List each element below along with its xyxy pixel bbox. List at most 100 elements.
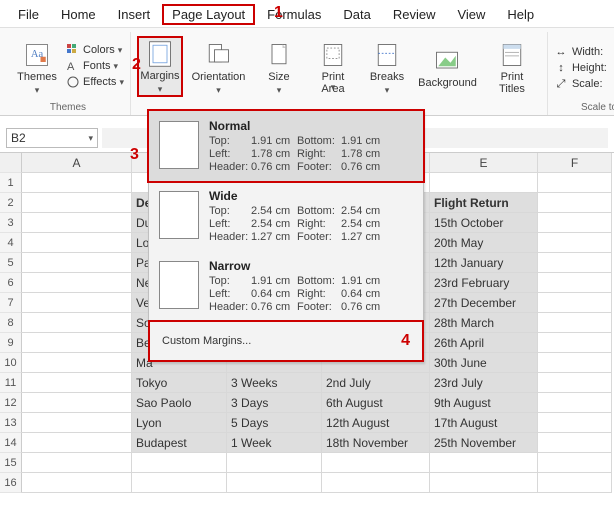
menu-page-layout[interactable]: Page Layout [162, 4, 255, 25]
cell[interactable] [132, 453, 227, 473]
table-cell[interactable]: 9th August [430, 393, 538, 413]
menu-file[interactable]: File [8, 4, 49, 25]
menu-help[interactable]: Help [497, 4, 544, 25]
table-cell[interactable]: 26th April [430, 333, 538, 353]
cell[interactable] [538, 373, 612, 393]
menu-formulas[interactable]: Formulas [257, 4, 331, 25]
row-header-6[interactable]: 6 [0, 273, 22, 293]
cell[interactable] [22, 453, 132, 473]
cell[interactable] [22, 193, 132, 213]
table-cell[interactable]: Tokyo [132, 373, 227, 393]
cell[interactable] [22, 293, 132, 313]
scale-height-row[interactable]: ↕ Height: Autom [554, 62, 614, 75]
table-cell[interactable]: 28th March [430, 313, 538, 333]
cell[interactable] [538, 193, 612, 213]
fonts-button[interactable]: A Fonts▾ [66, 59, 124, 73]
row-header-7[interactable]: 7 [0, 293, 22, 313]
table-cell[interactable]: 5 Days [227, 413, 322, 433]
cell[interactable] [22, 233, 132, 253]
table-header[interactable]: Flight Return [430, 193, 538, 213]
themes-button[interactable]: Aa Themes ▾ [12, 37, 62, 96]
cell[interactable] [538, 213, 612, 233]
cell[interactable] [538, 473, 612, 493]
background-button[interactable]: Background [416, 43, 479, 89]
cell[interactable] [22, 253, 132, 273]
row-header-3[interactable]: 3 [0, 213, 22, 233]
scale-scale-row[interactable]: ⤢ Scale: 100% [554, 78, 614, 91]
menu-home[interactable]: Home [51, 4, 106, 25]
cell[interactable] [227, 453, 322, 473]
cell[interactable] [22, 273, 132, 293]
menu-review[interactable]: Review [383, 4, 446, 25]
table-cell[interactable]: 25th November [430, 433, 538, 453]
cell[interactable] [22, 393, 132, 413]
cell[interactable] [22, 313, 132, 333]
table-cell[interactable]: Budapest [132, 433, 227, 453]
menu-data[interactable]: Data [333, 4, 380, 25]
cell[interactable] [22, 333, 132, 353]
row-header-16[interactable]: 16 [0, 473, 22, 493]
row-header-4[interactable]: 4 [0, 233, 22, 253]
margins-preset-narrow[interactable]: Narrow Top:1.91 cmBottom:1.91 cmLeft:0.6… [149, 251, 423, 321]
cell[interactable] [22, 413, 132, 433]
cell[interactable] [322, 473, 430, 493]
cell[interactable] [538, 313, 612, 333]
table-cell[interactable]: 18th November [322, 433, 430, 453]
row-header-11[interactable]: 11 [0, 373, 22, 393]
menu-insert[interactable]: Insert [108, 4, 161, 25]
row-header-1[interactable]: 1 [0, 173, 22, 193]
table-cell[interactable]: 6th August [322, 393, 430, 413]
cell[interactable] [22, 213, 132, 233]
cell[interactable] [538, 293, 612, 313]
name-box[interactable]: B2 ▾ [6, 128, 98, 148]
orientation-button[interactable]: Orientation ▾ [187, 37, 250, 96]
colors-button[interactable]: Colors▾ [66, 43, 124, 57]
table-cell[interactable]: 15th October [430, 213, 538, 233]
cell[interactable] [538, 173, 612, 193]
margins-button[interactable]: Margins ▾ [137, 36, 183, 97]
row-header-14[interactable]: 14 [0, 433, 22, 453]
row-header-5[interactable]: 5 [0, 253, 22, 273]
table-cell[interactable]: 23rd February [430, 273, 538, 293]
cell[interactable] [538, 453, 612, 473]
cell[interactable] [538, 413, 612, 433]
row-header-10[interactable]: 10 [0, 353, 22, 373]
cell[interactable] [132, 473, 227, 493]
cell[interactable] [538, 353, 612, 373]
col-header-F[interactable]: F [538, 153, 612, 173]
size-button[interactable]: Size ▾ [254, 37, 304, 96]
effects-button[interactable]: Effects▾ [66, 75, 124, 89]
table-cell[interactable]: Lyon [132, 413, 227, 433]
breaks-button[interactable]: Breaks ▾ [362, 37, 412, 96]
table-cell[interactable]: 1 Week [227, 433, 322, 453]
col-header-A[interactable]: A [22, 153, 132, 173]
print-titles-button[interactable]: PrintTitles [483, 37, 541, 95]
cell[interactable] [538, 233, 612, 253]
table-cell[interactable]: Sao Paolo [132, 393, 227, 413]
col-header-E[interactable]: E [430, 153, 538, 173]
cell[interactable] [538, 333, 612, 353]
row-header-13[interactable]: 13 [0, 413, 22, 433]
table-cell[interactable]: 23rd July [430, 373, 538, 393]
margins-preset-wide[interactable]: Wide Top:2.54 cmBottom:2.54 cmLeft:2.54 … [149, 181, 423, 251]
table-cell[interactable]: 30th June [430, 353, 538, 373]
table-cell[interactable]: 17th August [430, 413, 538, 433]
row-header-15[interactable]: 15 [0, 453, 22, 473]
table-cell[interactable]: 2nd July [322, 373, 430, 393]
cell[interactable] [22, 373, 132, 393]
select-all-cell[interactable] [0, 153, 22, 173]
menu-view[interactable]: View [447, 4, 495, 25]
table-cell[interactable]: 20th May [430, 233, 538, 253]
row-header-12[interactable]: 12 [0, 393, 22, 413]
table-cell[interactable]: 12th August [322, 413, 430, 433]
scale-width-row[interactable]: ↔ Width: Autom [554, 46, 614, 59]
cell[interactable] [430, 473, 538, 493]
cell[interactable] [322, 453, 430, 473]
table-cell[interactable]: 3 Weeks [227, 373, 322, 393]
print-area-button[interactable]: PrintArea ▾ [308, 37, 358, 95]
cell[interactable] [430, 453, 538, 473]
margins-preset-normal[interactable]: Normal Top:1.91 cmBottom:1.91 cmLeft:1.7… [147, 109, 425, 183]
cell[interactable] [22, 353, 132, 373]
cell[interactable] [22, 473, 132, 493]
table-cell[interactable]: 12th January [430, 253, 538, 273]
